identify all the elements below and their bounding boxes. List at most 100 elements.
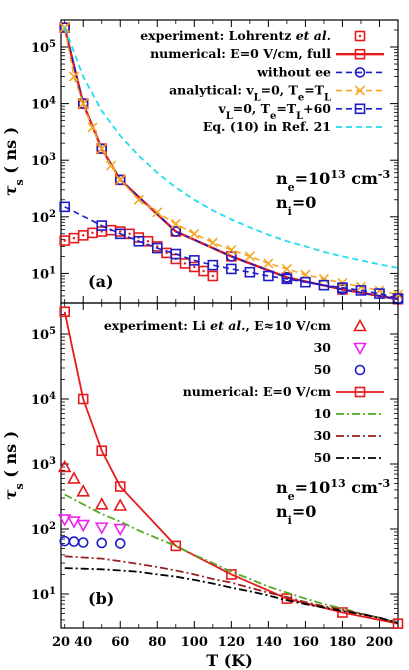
x-axis-label: T (K) bbox=[206, 651, 253, 670]
data-point bbox=[114, 228, 126, 240]
data-point bbox=[114, 538, 126, 549]
data-point bbox=[170, 540, 182, 552]
data-point bbox=[392, 618, 404, 629]
legend-marker bbox=[353, 342, 367, 356]
series-1-0 bbox=[57, 459, 128, 511]
legend-label: 50 bbox=[314, 450, 332, 465]
series-1-6 bbox=[64, 567, 399, 624]
data-point bbox=[96, 445, 108, 457]
legend-marker-dot bbox=[358, 34, 362, 38]
series-line bbox=[63, 27, 399, 269]
data-point bbox=[68, 536, 80, 547]
x-tick-label: 120 bbox=[218, 635, 245, 650]
series-line bbox=[64, 493, 399, 624]
y-tick-label: 102 bbox=[31, 208, 56, 226]
data-point bbox=[94, 497, 109, 510]
y-axis-label: τs ( ns ) bbox=[1, 431, 26, 500]
data-point bbox=[77, 393, 89, 405]
y-tick-label: 103 bbox=[31, 456, 56, 474]
data-point-dot bbox=[193, 265, 196, 269]
data-point bbox=[226, 251, 237, 262]
data-point bbox=[59, 306, 71, 318]
data-point bbox=[300, 276, 311, 288]
data-point-dot bbox=[100, 230, 103, 233]
data-point bbox=[96, 143, 108, 154]
series-0-4 bbox=[59, 201, 404, 304]
legend-label: 50 bbox=[314, 362, 332, 377]
legend-label: numerical: E=0 V/cm, full bbox=[150, 46, 331, 61]
data-point bbox=[96, 143, 107, 154]
x-axis: 20 40 60 80 100 120 140 160 180 200 T (K) bbox=[52, 635, 393, 670]
legend-label: 10 bbox=[314, 406, 332, 421]
series-1-4 bbox=[64, 493, 399, 624]
legend-marker bbox=[354, 103, 366, 115]
data-point-dot bbox=[128, 232, 131, 236]
legend-label: without ee bbox=[256, 64, 331, 79]
legend-marker bbox=[354, 85, 366, 96]
legend-marker bbox=[354, 67, 366, 78]
data-point bbox=[189, 228, 200, 239]
panel-label: (b) bbox=[88, 589, 114, 608]
data-point-dot bbox=[156, 245, 159, 248]
series-1-2 bbox=[59, 535, 126, 549]
legend-label: experiment: Lohrentz et al. bbox=[140, 28, 331, 43]
data-point-dot bbox=[72, 236, 76, 240]
y-tick-label: 102 bbox=[31, 521, 56, 539]
impurity-annotation: ni=0 bbox=[276, 193, 316, 218]
legend-label: Eq. (10) in Ref. 21 bbox=[203, 119, 331, 134]
data-point bbox=[114, 481, 126, 492]
data-point bbox=[78, 98, 89, 109]
data-point-dot bbox=[211, 274, 215, 278]
legend-label: vL=0, Te=TL+60 bbox=[217, 101, 331, 122]
data-point-dot bbox=[119, 230, 122, 233]
data-point bbox=[115, 174, 126, 185]
data-point-dot bbox=[202, 269, 205, 273]
data-point bbox=[337, 282, 348, 293]
data-point bbox=[133, 235, 145, 247]
data-point bbox=[318, 273, 329, 284]
legend-label: 30 bbox=[314, 428, 332, 443]
legend-0: experiment: Lohrentz et al. numerical: E=… bbox=[140, 28, 384, 134]
impurity-annotation: ni=0 bbox=[276, 502, 316, 527]
legend-marker bbox=[354, 30, 366, 42]
y-tick-label: 101 bbox=[31, 586, 56, 604]
y-tick-label: 101 bbox=[31, 265, 56, 283]
x-tick-label: 140 bbox=[255, 635, 282, 650]
x-tick-label: 200 bbox=[366, 635, 393, 650]
legend-marker bbox=[354, 48, 366, 60]
data-point bbox=[59, 22, 71, 33]
legend-label: 30 bbox=[314, 340, 332, 355]
x-tick-label: 40 bbox=[74, 635, 92, 650]
data-point bbox=[113, 523, 128, 537]
data-point bbox=[77, 537, 89, 548]
data-point bbox=[114, 174, 126, 186]
plot-frame bbox=[60, 302, 399, 629]
data-point-dot bbox=[165, 251, 168, 255]
data-point bbox=[96, 537, 108, 549]
data-point bbox=[113, 498, 128, 511]
data-point bbox=[189, 255, 200, 266]
legend-1: experiment: Li et al., E≈10 V/cm 30 50 nume… bbox=[104, 318, 384, 465]
data-point-dot bbox=[63, 239, 66, 242]
y-tick-label: 105 bbox=[31, 326, 56, 344]
y-axis-label: τs ( ns ) bbox=[1, 127, 26, 196]
legend-label: numerical: E=0 V/cm bbox=[183, 384, 331, 399]
data-point-dot bbox=[183, 262, 187, 265]
data-point bbox=[355, 281, 367, 292]
data-point-dot bbox=[91, 231, 94, 235]
legend-marker bbox=[354, 364, 366, 376]
data-point bbox=[263, 270, 274, 282]
data-point bbox=[170, 218, 181, 229]
data-point bbox=[207, 237, 218, 248]
y-tick-label: 104 bbox=[31, 95, 56, 113]
series-1-3 bbox=[59, 306, 404, 629]
data-point bbox=[94, 522, 109, 535]
series-line bbox=[64, 555, 399, 624]
x-tick-label: 180 bbox=[329, 635, 356, 650]
data-point bbox=[170, 248, 182, 260]
density-annotation: ne=1013 cm-3 bbox=[276, 477, 390, 503]
data-point bbox=[152, 207, 163, 218]
data-point bbox=[207, 270, 219, 282]
series-1-5 bbox=[64, 555, 399, 624]
data-point bbox=[244, 266, 256, 278]
